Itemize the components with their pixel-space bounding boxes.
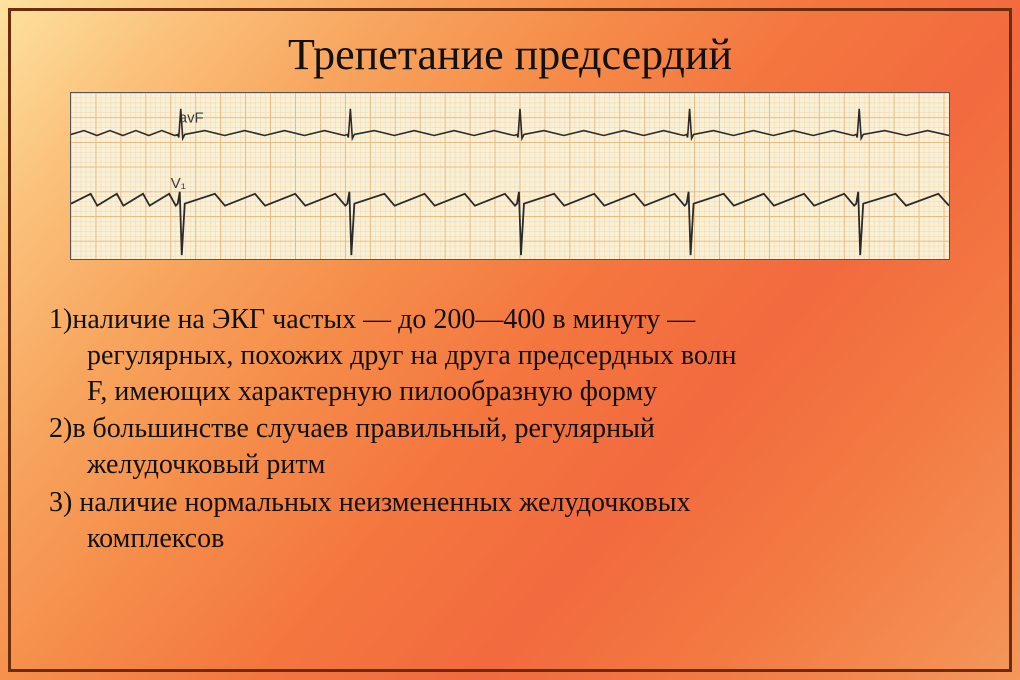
list-item-line: 1)наличие на ЭКГ частых — до 200—400 в м…: [49, 302, 991, 338]
ecg-image: avF V₁: [70, 92, 950, 260]
list-text: наличие нормальных неизмененных желудочк…: [72, 487, 690, 518]
list-item-line: желудочковый ритм: [49, 447, 991, 483]
list-item-line: 2)в большинстве случаев правильный, регу…: [49, 411, 991, 447]
list-item-line: 3) наличие нормальных неизмененных желуд…: [49, 485, 991, 521]
slide: Трепетание предсердий avF V₁ 1)наличие н…: [0, 0, 1020, 680]
svg-text:V₁: V₁: [171, 176, 186, 192]
list-item-line: регулярных, похожих друг на друга предсе…: [49, 338, 991, 374]
list-item: 1)наличие на ЭКГ частых — до 200—400 в м…: [49, 302, 991, 409]
list-number: 1): [49, 302, 72, 338]
list-text: в большинстве случаев правильный, регуля…: [72, 413, 655, 444]
list-item-line: комплексов: [49, 521, 991, 557]
list-number: 3): [49, 485, 72, 521]
list-item: 3) наличие нормальных неизмененных желуд…: [49, 485, 991, 557]
list-text: наличие на ЭКГ частых — до 200—400 в мин…: [72, 304, 695, 335]
list-number: 2): [49, 411, 72, 447]
list-item-line: F, имеющих характерную пилообразную форм…: [49, 374, 991, 410]
slide-title: Трепетание предсердий: [29, 29, 991, 80]
slide-frame: Трепетание предсердий avF V₁ 1)наличие н…: [8, 8, 1012, 672]
list-item: 2)в большинстве случаев правильный, регу…: [49, 411, 991, 483]
bullet-list: 1)наличие на ЭКГ частых — до 200—400 в м…: [29, 302, 991, 557]
